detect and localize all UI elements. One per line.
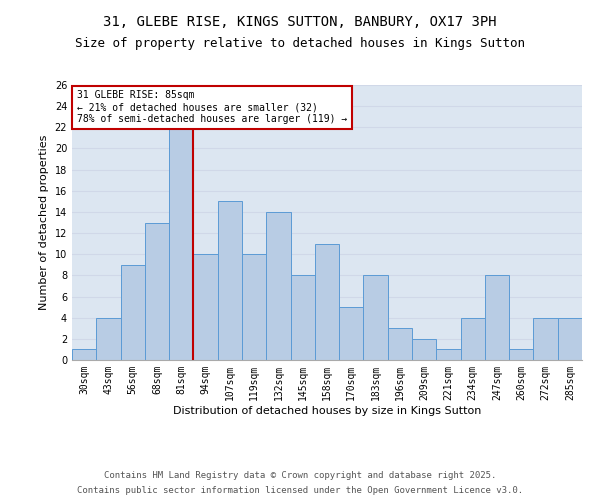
Bar [290, 276, 315, 360]
Y-axis label: Number of detached properties: Number of detached properties [39, 135, 49, 310]
Bar [72, 350, 96, 360]
X-axis label: Distribution of detached houses by size in Kings Sutton: Distribution of detached houses by size … [173, 406, 481, 415]
Bar [121, 265, 145, 360]
Text: 31, GLEBE RISE, KINGS SUTTON, BANBURY, OX17 3PH: 31, GLEBE RISE, KINGS SUTTON, BANBURY, O… [103, 15, 497, 29]
Bar [339, 307, 364, 360]
Bar [436, 350, 461, 360]
Bar [218, 202, 242, 360]
Bar [315, 244, 339, 360]
Text: 31 GLEBE RISE: 85sqm
← 21% of detached houses are smaller (32)
78% of semi-detac: 31 GLEBE RISE: 85sqm ← 21% of detached h… [77, 90, 347, 124]
Bar [364, 276, 388, 360]
Bar [461, 318, 485, 360]
Text: Contains public sector information licensed under the Open Government Licence v3: Contains public sector information licen… [77, 486, 523, 495]
Bar [266, 212, 290, 360]
Bar [509, 350, 533, 360]
Bar [533, 318, 558, 360]
Text: Size of property relative to detached houses in Kings Sutton: Size of property relative to detached ho… [75, 38, 525, 51]
Bar [485, 276, 509, 360]
Bar [388, 328, 412, 360]
Bar [169, 128, 193, 360]
Text: Contains HM Land Registry data © Crown copyright and database right 2025.: Contains HM Land Registry data © Crown c… [104, 471, 496, 480]
Bar [412, 339, 436, 360]
Bar [96, 318, 121, 360]
Bar [145, 222, 169, 360]
Bar [193, 254, 218, 360]
Bar [558, 318, 582, 360]
Bar [242, 254, 266, 360]
